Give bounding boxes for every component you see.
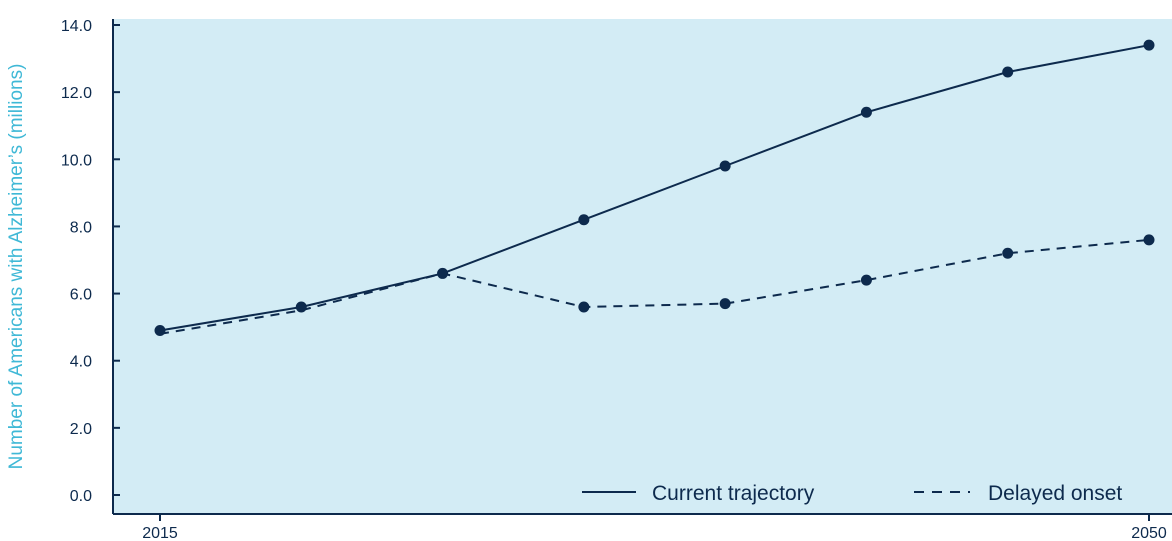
data-point-current-2015 [154, 325, 166, 336]
y-tick-label: 4.0 [70, 354, 92, 371]
data-point-current-2035 [719, 160, 731, 172]
plot-area [113, 19, 1172, 514]
y-tick-label: 0.0 [70, 488, 92, 505]
data-point-current-2050 [1143, 39, 1155, 51]
data-point-delayed-2050 [1143, 234, 1155, 246]
x-tick-label: 2015 [142, 525, 178, 541]
y-tick-label: 8.0 [70, 219, 92, 236]
y-tick-label: 6.0 [70, 287, 92, 304]
data-point-current-2030 [578, 214, 590, 226]
y-tick-label: 2.0 [70, 421, 92, 438]
legend-label-current-trajectory: Current trajectory [652, 482, 815, 505]
data-point-current-2040 [860, 106, 872, 118]
y-tick-label: 10.0 [61, 152, 92, 169]
data-point-current-2020 [295, 301, 307, 313]
legend-label-delayed-onset: Delayed onset [988, 482, 1122, 505]
data-point-delayed-2035 [719, 298, 731, 310]
x-tick-label: 2050 [1131, 525, 1167, 541]
data-point-delayed-2040 [860, 274, 872, 286]
y-tick-label: 14.0 [61, 18, 92, 35]
series-line-delayed-onset [159, 238, 1150, 335]
data-point-delayed-2045 [1002, 247, 1014, 259]
y-tick-label: 12.0 [61, 85, 92, 102]
y-axis-title: Number of Americans with Alzheimer’s (mi… [6, 64, 27, 470]
series-line-current-trajectory [159, 44, 1150, 332]
data-point-current-2025 [437, 267, 449, 279]
data-point-delayed-2030 [578, 301, 590, 313]
data-point-current-2045 [1002, 66, 1014, 78]
